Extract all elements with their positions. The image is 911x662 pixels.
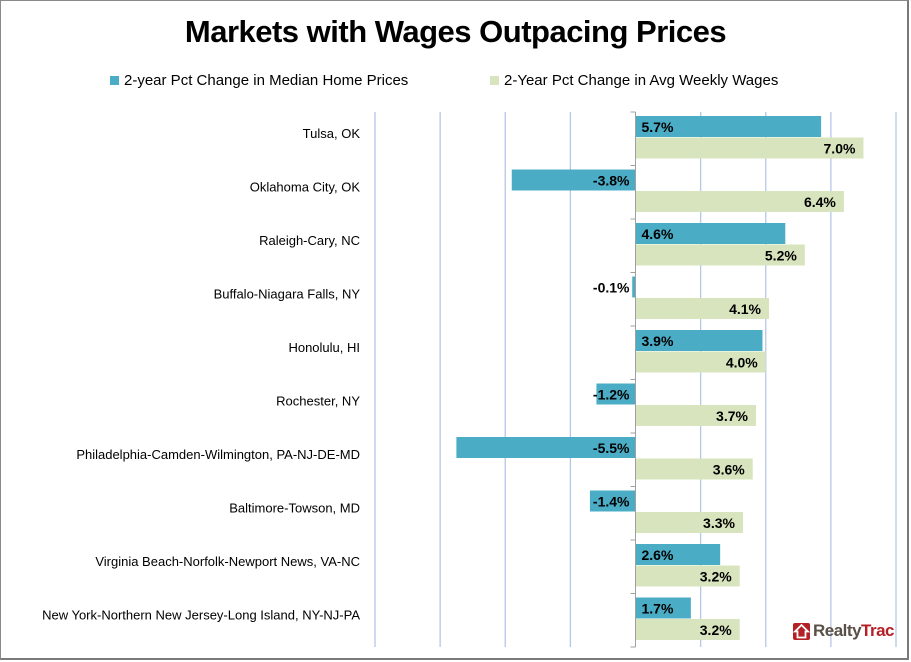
bar-wages (635, 298, 770, 319)
category-label: Oklahoma City, OK (250, 179, 361, 194)
chart-title: Markets with Wages Outpacing Prices (184, 14, 727, 49)
bar-wages (635, 565, 740, 587)
category-label: Raleigh-Cary, NC (259, 233, 360, 248)
data-label-home-prices: 3.9% (642, 333, 674, 349)
bar-wages (635, 244, 805, 266)
bar-wages (635, 619, 740, 640)
legend-label-home-prices: 2-year Pct Change in Median Home Prices (124, 72, 409, 89)
legend-item-wages: 2-Year Pct Change in Avg Weekly Wages (490, 72, 778, 89)
data-label-wages: 4.1% (729, 301, 761, 317)
legend-item-home-prices: 2-year Pct Change in Median Home Prices (110, 72, 408, 89)
legend-swatch-home-prices (110, 76, 119, 85)
category-label: Virginia Beach-Norfolk-Newport News, VA-… (95, 554, 360, 569)
house-icon (792, 622, 811, 640)
data-label-home-prices: 2.6% (642, 547, 674, 563)
bar-home-prices (596, 383, 636, 405)
data-label-home-prices: 1.7% (642, 601, 674, 617)
data-label-wages: 7.0% (824, 141, 856, 157)
data-label-home-prices: -5.5% (593, 440, 630, 456)
bar-home-prices (589, 490, 636, 512)
category-label: Rochester, NY (276, 393, 360, 408)
category-label: Baltimore-Towson, MD (229, 500, 360, 515)
data-label-wages: 3.6% (713, 462, 745, 478)
data-label-wages: 5.2% (765, 248, 797, 264)
data-label-home-prices: -1.2% (593, 387, 630, 403)
bar-home-prices (511, 169, 636, 191)
data-label-wages: 3.2% (700, 622, 732, 638)
realtytrac-logo: RealtyTrac (792, 621, 895, 641)
bar-wages (635, 191, 844, 212)
data-label-wages: 3.3% (703, 515, 735, 531)
legend: 2-year Pct Change in Median Home Prices … (0, 72, 911, 92)
category-label: Honolulu, HI (288, 340, 360, 355)
legend-swatch-wages (490, 76, 499, 85)
logo-text-trac: Trac (861, 621, 895, 640)
bar-home-prices (635, 116, 822, 137)
bar-home-prices (632, 276, 636, 298)
category-label: Philadelphia-Camden-Wilmington, PA-NJ-DE… (76, 447, 360, 462)
bar-wages (635, 137, 864, 159)
data-label-home-prices: -1.4% (593, 494, 630, 510)
bar-wages (635, 405, 756, 426)
logo-text-realty: Realty (813, 621, 862, 640)
bar-wages (635, 512, 743, 533)
bar-wages (635, 351, 766, 373)
data-label-wages: 4.0% (726, 355, 758, 371)
category-label: Tulsa, OK (303, 126, 361, 141)
data-label-home-prices: 4.6% (642, 226, 674, 242)
bar-home-prices (635, 223, 786, 244)
data-label-wages: 3.7% (716, 408, 748, 424)
data-label-wages: 3.2% (700, 569, 732, 585)
category-label: New York-Northern New Jersey-Long Island… (42, 607, 360, 622)
data-label-home-prices: -0.1% (593, 280, 630, 296)
bar-home-prices (635, 597, 691, 619)
data-label-wages: 6.4% (804, 194, 836, 210)
data-label-home-prices: 5.7% (642, 119, 674, 135)
legend-label-wages: 2-Year Pct Change in Avg Weekly Wages (504, 72, 779, 89)
bar-home-prices (635, 544, 721, 565)
bar-home-prices (635, 330, 763, 351)
data-label-home-prices: -3.8% (593, 173, 630, 189)
bar-wages (635, 458, 753, 480)
bar-home-prices (456, 437, 636, 458)
category-label: Buffalo-Niagara Falls, NY (214, 286, 361, 301)
